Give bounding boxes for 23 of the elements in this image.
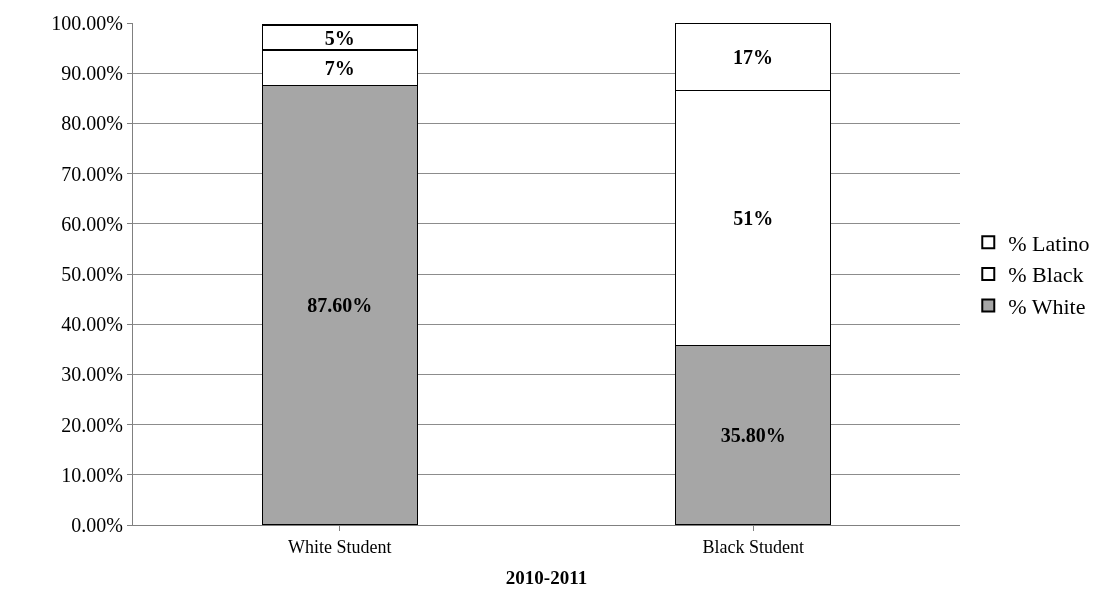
data-label: 35.80% <box>720 424 786 447</box>
y-tick-label: 90.00% <box>61 62 123 85</box>
data-label: 5% <box>324 26 355 49</box>
data-label: 87.60% <box>307 294 373 317</box>
legend-label: % Black <box>1008 262 1084 288</box>
y-tick-label: 60.00% <box>61 212 123 235</box>
y-tick-label: 50.00% <box>61 263 123 285</box>
y-tick-label: 30.00% <box>61 363 123 386</box>
data-label: 7% <box>324 56 355 79</box>
y-tick-label: 0.00% <box>71 514 123 536</box>
y-tick-label: 40.00% <box>61 313 123 336</box>
y-tick-label: 20.00% <box>61 413 123 436</box>
legend-label: % White <box>1008 294 1086 320</box>
annotation: 17% <box>733 46 773 68</box>
data-label: 51% <box>733 207 774 230</box>
x-axis-title: 2010-2011 <box>505 567 588 589</box>
x-tick-label: White Student <box>288 536 392 557</box>
legend-label: % Latino <box>1008 230 1090 256</box>
y-tick-label: 70.00% <box>61 162 123 185</box>
x-tick-label: Black Student <box>702 536 804 557</box>
y-tick-label: 100.00% <box>51 12 123 34</box>
y-tick-label: 10.00% <box>61 463 123 486</box>
y-tick-label: 80.00% <box>61 112 123 135</box>
